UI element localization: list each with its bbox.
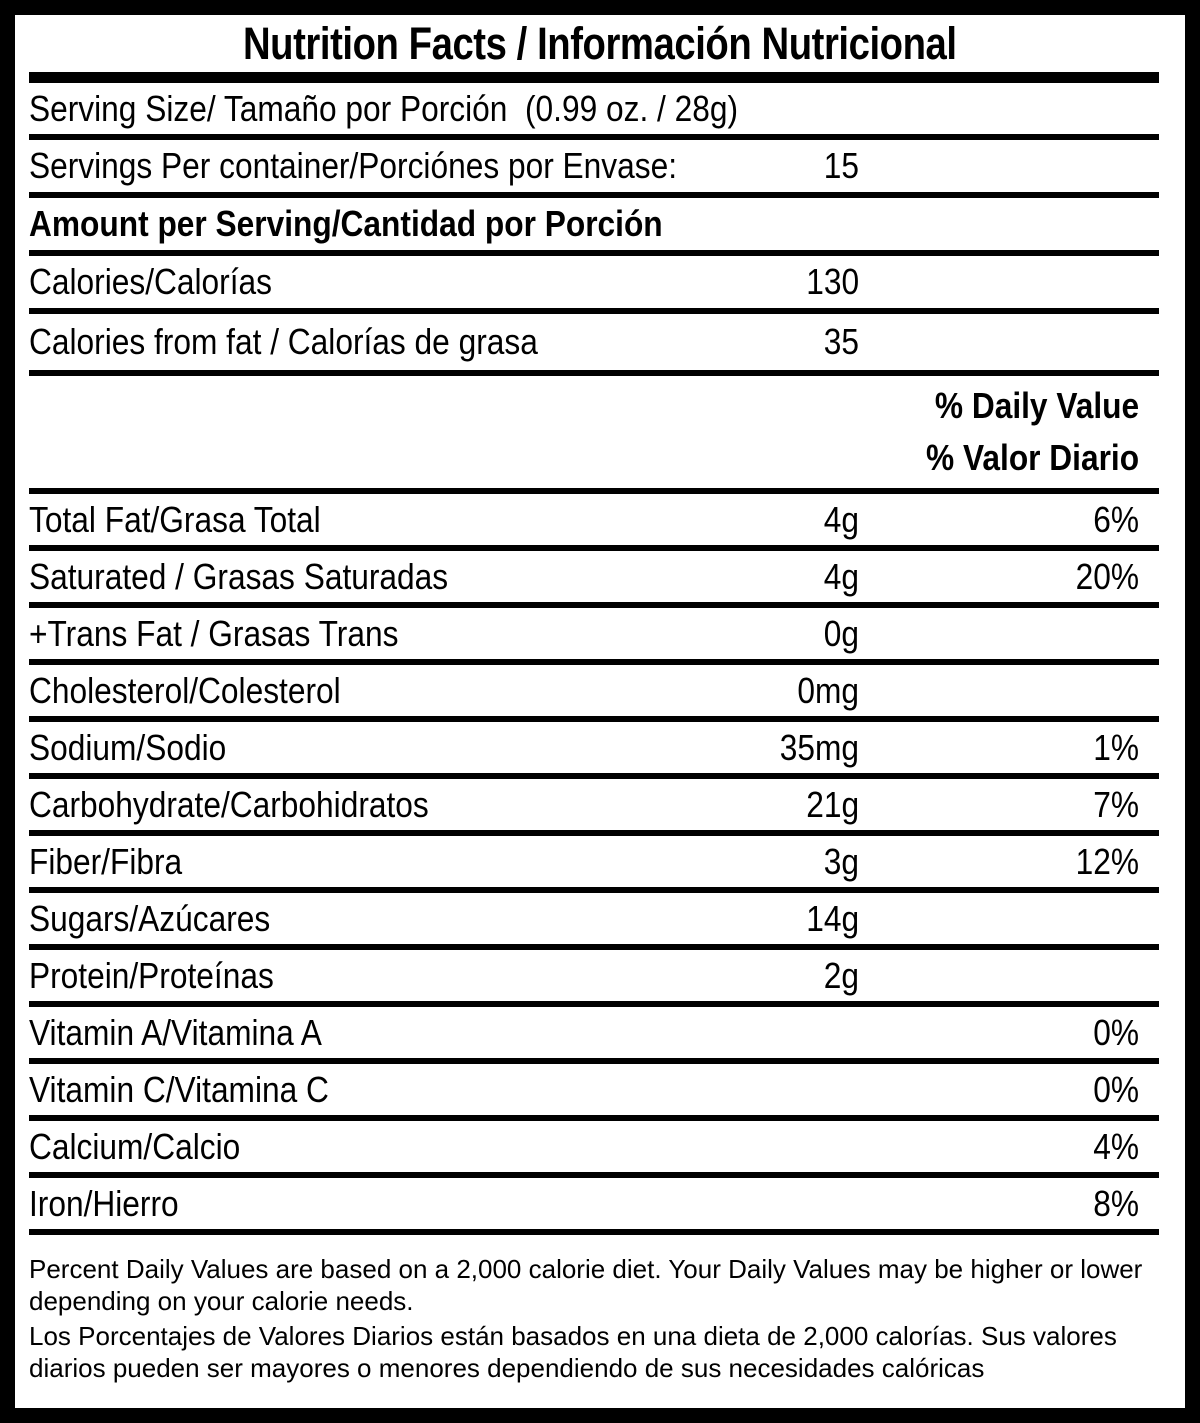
nutrient-dv: 20% xyxy=(1075,555,1139,597)
nutrient-label: Vitamin A/Vitamina A xyxy=(29,1011,322,1053)
nutrient-amount: 4g xyxy=(823,498,859,540)
nutrient-dv: 6% xyxy=(1093,498,1139,540)
footnote-en: Percent Daily Values are based on a 2,00… xyxy=(29,1254,1143,1316)
nutrient-dv xyxy=(859,613,1159,655)
calories-value: 130 xyxy=(806,261,859,302)
nutrient-amount: 21g xyxy=(806,783,859,825)
nutrient-amount: 35mg xyxy=(779,726,859,768)
nutrient-amount: 2g xyxy=(823,954,859,996)
nutrient-row-fiber: Fiber/Fibra 3g 12% xyxy=(29,836,1159,893)
nutrient-row-iron: Iron/Hierro 8% xyxy=(29,1178,1159,1235)
nutrient-dv xyxy=(859,955,1159,997)
amount-per-serving-label: Amount per Serving/Cantidad por Porción xyxy=(29,203,663,244)
nutrient-row-saturated-fat: Saturated / Grasas Saturadas 4g 20% xyxy=(29,551,1159,608)
nutrient-dv: 4% xyxy=(1093,1125,1139,1167)
nutrient-dv xyxy=(859,898,1159,940)
nutrient-label: Protein/Proteínas xyxy=(29,954,274,996)
calories-from-fat-row: Calories from fat / Calorías de grasa 35 xyxy=(29,314,1159,376)
daily-value-line-en: % Daily Value xyxy=(934,385,1139,427)
nutrient-dv: 7% xyxy=(1093,783,1139,825)
nutrient-label: +Trans Fat / Grasas Trans xyxy=(29,612,399,654)
nutrient-amount xyxy=(684,1012,859,1054)
nutrient-row-carbohydrate: Carbohydrate/Carbohidratos 21g 7% xyxy=(29,779,1159,836)
label-title: Nutrition Facts / Información Nutriciona… xyxy=(15,15,1185,72)
nutrient-dv: 8% xyxy=(1093,1182,1139,1224)
nutrient-amount xyxy=(684,1126,859,1168)
calories-label: Calories/Calorías xyxy=(29,261,272,302)
servings-per-container-label: Servings Per container/Porciónes por Env… xyxy=(29,145,678,186)
nutrient-row-sugars: Sugars/Azúcares 14g xyxy=(29,893,1159,950)
servings-per-container-dv xyxy=(859,145,1159,187)
footnote-es: Los Porcentajes de Valores Diarios están… xyxy=(29,1321,1117,1383)
title-separator-bar xyxy=(29,72,1159,83)
nutrient-dv: 1% xyxy=(1093,726,1139,768)
calories-from-fat-value: 35 xyxy=(823,321,859,362)
servings-per-container-row: Servings Per container/Porciónes por Env… xyxy=(29,140,1159,198)
footnote: Percent Daily Values are based on a 2,00… xyxy=(29,1235,1159,1384)
nutrient-amount: 0g xyxy=(823,612,859,654)
nutrient-row-protein: Protein/Proteínas 2g xyxy=(29,950,1159,1007)
nutrient-row-trans-fat: +Trans Fat / Grasas Trans 0g xyxy=(29,608,1159,665)
daily-value-line-es: % Valor Diario xyxy=(925,436,1139,478)
label-title-text: Nutrition Facts / Información Nutriciona… xyxy=(243,17,957,69)
nutrient-amount xyxy=(684,1183,859,1225)
serving-size-row: Serving Size/ Tamaño por Porción (0.99 o… xyxy=(29,83,1159,140)
nutrient-dv: 0% xyxy=(1093,1068,1139,1110)
nutrient-row-sodium: Sodium/Sodio 35mg 1% xyxy=(29,722,1159,779)
nutrient-row-total-fat: Total Fat/Grasa Total 4g 6% xyxy=(29,494,1159,551)
nutrient-label: Total Fat/Grasa Total xyxy=(29,498,321,540)
nutrient-dv xyxy=(859,670,1159,712)
calories-row: Calories/Calorías 130 xyxy=(29,256,1159,314)
nutrient-amount xyxy=(684,1069,859,1111)
nutrient-row-cholesterol: Cholesterol/Colesterol 0mg xyxy=(29,665,1159,722)
nutrient-label: Sodium/Sodio xyxy=(29,726,227,768)
nutrient-label: Sugars/Azúcares xyxy=(29,897,271,939)
calories-from-fat-label: Calories from fat / Calorías de grasa xyxy=(29,321,538,362)
nutrient-row-calcium: Calcium/Calcio 4% xyxy=(29,1121,1159,1178)
nutrient-label: Iron/Hierro xyxy=(29,1182,179,1224)
nutrient-amount: 14g xyxy=(806,897,859,939)
nutrient-dv: 0% xyxy=(1093,1011,1139,1053)
nutrient-label: Calcium/Calcio xyxy=(29,1125,241,1167)
nutrient-label: Fiber/Fibra xyxy=(29,840,183,882)
servings-per-container-value: 15 xyxy=(823,145,859,186)
nutrient-dv: 12% xyxy=(1075,840,1139,882)
nutrient-label: Vitamin C/Vitamina C xyxy=(29,1068,329,1110)
calories-dv xyxy=(859,261,1159,303)
calories-from-fat-dv xyxy=(859,321,1159,363)
nutrient-amount: 4g xyxy=(823,555,859,597)
nutrient-amount: 0mg xyxy=(797,669,859,711)
serving-size-label: Serving Size/ Tamaño por Porción (0.99 o… xyxy=(29,87,739,129)
nutrient-amount: 3g xyxy=(823,840,859,882)
nutrient-row-vitamin-a: Vitamin A/Vitamina A 0% xyxy=(29,1007,1159,1064)
daily-value-header: % Daily Value % Valor Diario xyxy=(29,376,1159,494)
nutrient-label: Cholesterol/Colesterol xyxy=(29,669,341,711)
amount-per-serving-header: Amount per Serving/Cantidad por Porción xyxy=(29,198,1159,256)
nutrient-label: Saturated / Grasas Saturadas xyxy=(29,555,449,597)
nutrient-label: Carbohydrate/Carbohidratos xyxy=(29,783,429,825)
nutrient-row-vitamin-c: Vitamin C/Vitamina C 0% xyxy=(29,1064,1159,1121)
